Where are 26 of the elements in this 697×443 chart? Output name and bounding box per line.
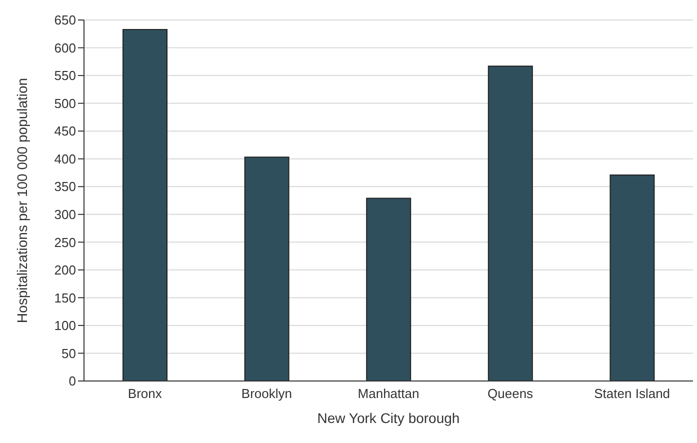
bar xyxy=(122,28,168,381)
x-tick-label: Brooklyn xyxy=(241,386,292,402)
y-axis-title: Hospitalizations per 100 000 population xyxy=(14,78,30,324)
x-tick-label: Queens xyxy=(488,386,534,402)
bar xyxy=(488,66,533,381)
y-tick-label: 550 xyxy=(54,68,76,84)
bar xyxy=(366,198,412,381)
bar xyxy=(244,156,290,381)
y-tick-label: 600 xyxy=(54,40,76,56)
y-tick-label: 450 xyxy=(54,124,76,139)
y-tick-label: 150 xyxy=(54,290,76,306)
y-tick-label: 50 xyxy=(62,346,76,361)
x-tick-label: Manhattan xyxy=(358,386,420,402)
x-tick-label: Staten Island xyxy=(594,386,670,402)
y-tick-label: 650 xyxy=(54,12,76,28)
bar xyxy=(610,174,655,381)
y-tick-label: 300 xyxy=(54,207,76,222)
y-tick-label: 200 xyxy=(54,262,76,278)
x-tick-label: Bronx xyxy=(128,386,162,402)
y-tick-label: 100 xyxy=(54,318,76,334)
y-tick-label: 350 xyxy=(54,179,76,194)
x-axis-title: New York City borough xyxy=(317,410,460,426)
y-tick-label: 400 xyxy=(54,151,76,166)
y-tick-label: 0 xyxy=(68,374,76,389)
y-tick-label: 500 xyxy=(54,96,76,111)
y-tick-label: 250 xyxy=(54,234,76,250)
